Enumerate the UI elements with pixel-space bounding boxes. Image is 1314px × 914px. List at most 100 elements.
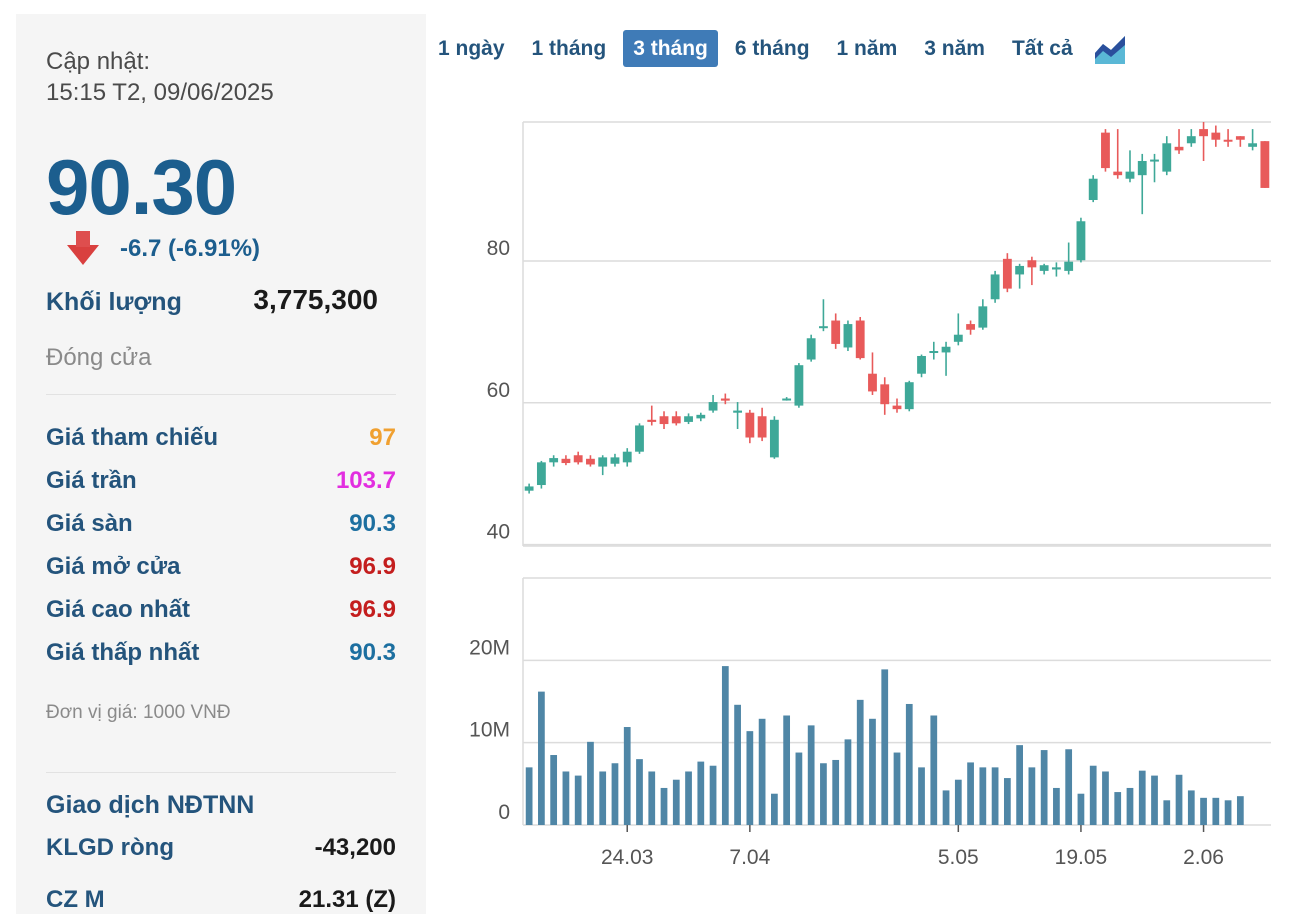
- price-row-high: Giá cao nhất 96.9: [46, 596, 396, 626]
- candle-body: [868, 373, 877, 392]
- candle-body: [917, 355, 926, 374]
- candle: [1039, 263, 1049, 275]
- volume-bar: [1200, 797, 1207, 825]
- candle-body: [1125, 171, 1135, 179]
- volume-bar: [660, 787, 668, 825]
- volume-bar: [1003, 778, 1011, 825]
- price-row-value: 97: [369, 424, 396, 451]
- candle: [941, 341, 951, 376]
- candle: [586, 455, 595, 467]
- candle: [917, 354, 926, 378]
- candle: [782, 397, 792, 401]
- volume-bar: [795, 752, 803, 825]
- volume-bar: [1040, 750, 1048, 825]
- candle: [953, 313, 963, 346]
- price-row-value: 90.3: [349, 639, 396, 666]
- stock-summary-panel: Cập nhật: 15:15 T2, 09/06/2025 90.30 -6.…: [16, 14, 426, 914]
- candle-body: [524, 486, 534, 491]
- volume-bar: [820, 763, 827, 825]
- candle-body: [561, 458, 571, 464]
- candle: [1088, 175, 1098, 203]
- range-all-button[interactable]: Tất cả: [1011, 37, 1073, 60]
- candle: [1002, 253, 1012, 293]
- candle: [1064, 242, 1074, 275]
- candle-body: [1039, 265, 1049, 271]
- volume-bar: [771, 793, 778, 825]
- volume-bar: [721, 666, 729, 825]
- range-1-day-button[interactable]: 1 ngày: [438, 37, 505, 60]
- candle-body: [622, 451, 632, 463]
- volume-bar: [734, 704, 741, 825]
- candle-body: [904, 382, 914, 410]
- foreign-row-value: 21.31 (Z): [298, 886, 396, 913]
- volume-bar: [1089, 765, 1097, 825]
- candle-body: [843, 324, 853, 348]
- volume-bar: [574, 775, 582, 825]
- volume-bar: [1187, 790, 1195, 825]
- range-6-months-button[interactable]: 6 tháng: [734, 37, 810, 60]
- candle-body: [573, 455, 583, 463]
- x-tick-label: 2.06: [1183, 846, 1224, 869]
- volume-bar: [991, 767, 999, 825]
- candle: [892, 398, 902, 413]
- volume-bar: [587, 741, 594, 825]
- candle: [696, 412, 706, 422]
- candle-body: [1211, 132, 1221, 140]
- candle: [635, 423, 644, 454]
- candle-body: [536, 462, 546, 486]
- candle-body: [941, 346, 951, 353]
- volume-bar: [672, 779, 680, 825]
- candle: [855, 316, 865, 360]
- candle: [1015, 263, 1025, 289]
- candle: [1076, 217, 1086, 263]
- candle-body: [635, 425, 644, 452]
- volume-bar: [1053, 787, 1060, 825]
- candle-body: [1174, 146, 1184, 151]
- candle: [684, 413, 693, 425]
- candle: [561, 455, 571, 466]
- candle-body: [708, 402, 718, 411]
- candle: [671, 411, 681, 426]
- price-row-value: 103.7: [335, 467, 396, 494]
- current-price: 90.30: [46, 143, 237, 231]
- candle-body: [855, 320, 865, 359]
- candle: [769, 416, 779, 459]
- candle-body: [819, 326, 828, 329]
- price-row-reference: Giá tham chiếu 97: [46, 424, 396, 454]
- area-chart-icon[interactable]: [1094, 33, 1126, 65]
- range-1-year-button[interactable]: 1 năm: [836, 37, 898, 60]
- volume-bar: [1102, 771, 1109, 825]
- candle: [978, 299, 988, 330]
- candle: [1113, 129, 1123, 179]
- candle: [1199, 122, 1208, 161]
- divider: [46, 394, 396, 395]
- candle-body: [586, 458, 595, 465]
- candle-body: [1186, 136, 1196, 144]
- candle-body: [1027, 260, 1037, 268]
- candle-body: [1015, 265, 1025, 275]
- volume-bar: [918, 767, 925, 825]
- volume-bar: [807, 725, 815, 825]
- volume-bar: [709, 765, 717, 825]
- volume-bar: [1151, 775, 1158, 825]
- candle: [536, 460, 546, 489]
- range-1-month-button[interactable]: 1 tháng: [531, 37, 607, 60]
- price-row-label: Giá sàn: [46, 510, 133, 537]
- volume-bar: [967, 762, 974, 825]
- candle-body: [745, 412, 755, 438]
- range-3-years-button[interactable]: 3 năm: [924, 37, 985, 60]
- candle-body: [831, 320, 841, 344]
- volume-bar: [1065, 749, 1073, 825]
- candle: [720, 393, 730, 405]
- price-row-ceiling: Giá trần 103.7: [46, 467, 396, 497]
- candle-body: [769, 419, 779, 458]
- candle: [1260, 141, 1270, 188]
- candle-body: [720, 398, 730, 401]
- volume-bar: [1212, 797, 1220, 825]
- range-3-months-button[interactable]: 3 tháng: [623, 30, 718, 67]
- candle: [966, 320, 975, 335]
- candle-body: [1150, 159, 1159, 162]
- candle-body: [990, 274, 1000, 300]
- volume-bar: [1114, 792, 1122, 825]
- volume-bar: [783, 715, 791, 825]
